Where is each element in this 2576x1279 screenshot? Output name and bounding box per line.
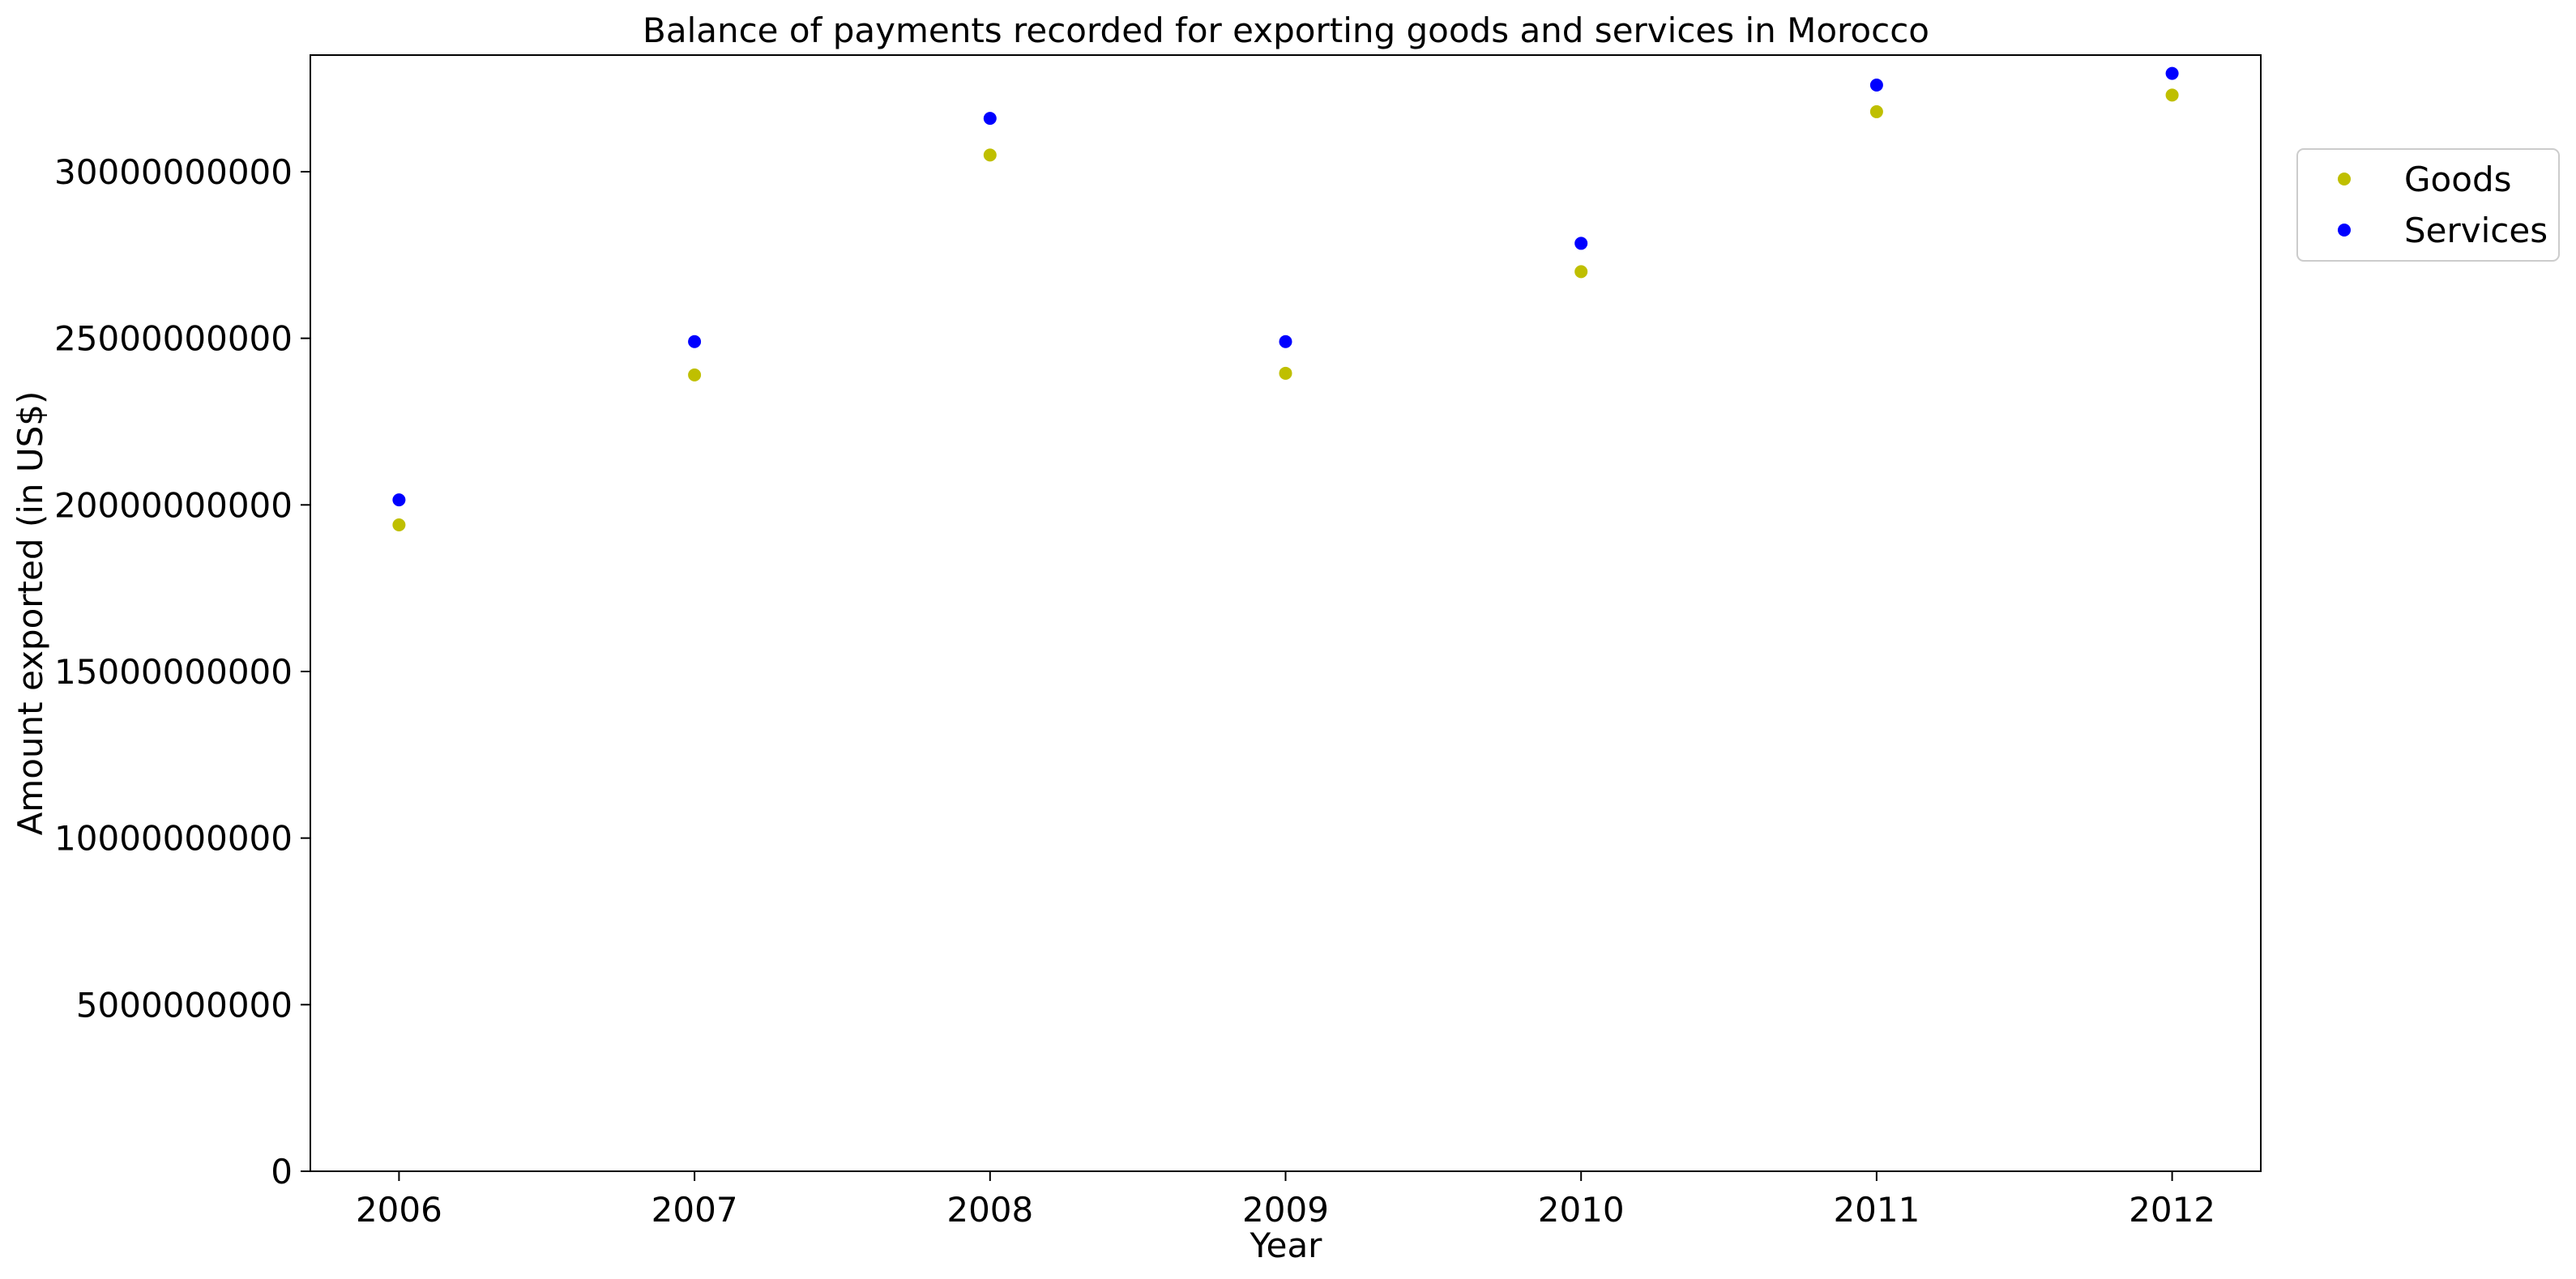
- x-tick-label: 2007: [651, 1190, 738, 1230]
- services-point: [392, 493, 406, 507]
- legend-services-label: Services: [2404, 211, 2548, 250]
- services-point: [983, 112, 997, 126]
- y-tick-label: 0: [271, 1152, 293, 1192]
- chart-title: Balance of payments recorded for exporti…: [643, 11, 1929, 50]
- data-points: [392, 66, 2179, 531]
- legend: Goods Services: [2296, 148, 2560, 262]
- goods-point: [688, 368, 702, 382]
- x-tick-label: 2012: [2129, 1190, 2215, 1230]
- services-point: [1869, 79, 1883, 92]
- goods-point: [983, 148, 997, 162]
- goods-point: [2165, 88, 2179, 102]
- services-point: [688, 335, 702, 348]
- services-point: [1574, 237, 1588, 250]
- y-tick-label: 30000000000: [54, 152, 293, 192]
- y-axis-label: Amount exported (in US$): [11, 391, 50, 836]
- services-point: [2165, 66, 2179, 80]
- x-tick-label: 2009: [1242, 1190, 1329, 1230]
- y-axis: 0 5000000000 10000000000 15000000000 2000000…: [54, 152, 310, 1192]
- x-axis: 2006 2007 2008 2009 2010 2011 2012: [356, 1171, 2215, 1230]
- y-tick-label: 25000000000: [54, 319, 293, 359]
- legend-goods-label: Goods: [2404, 160, 2511, 199]
- legend-goods-marker: [2338, 173, 2351, 185]
- goods-point: [1574, 265, 1588, 279]
- x-tick-label: 2010: [1538, 1190, 1625, 1230]
- goods-point: [1869, 104, 1883, 118]
- services-point: [1279, 335, 1292, 348]
- legend-box: [2296, 148, 2560, 262]
- legend-services-marker: [2338, 224, 2351, 237]
- plot-area: [310, 54, 2262, 1172]
- x-tick-label: 2006: [356, 1190, 442, 1230]
- y-tick-label: 5000000000: [76, 985, 293, 1025]
- x-axis-label: Year: [1250, 1226, 1323, 1265]
- y-tick-label: 15000000000: [54, 652, 293, 692]
- x-tick-label: 2011: [1833, 1190, 1920, 1230]
- x-tick-label: 2008: [946, 1190, 1033, 1230]
- y-tick-label: 10000000000: [54, 819, 293, 859]
- y-tick-label: 20000000000: [54, 485, 293, 525]
- goods-point: [392, 518, 406, 531]
- goods-point: [1279, 366, 1292, 380]
